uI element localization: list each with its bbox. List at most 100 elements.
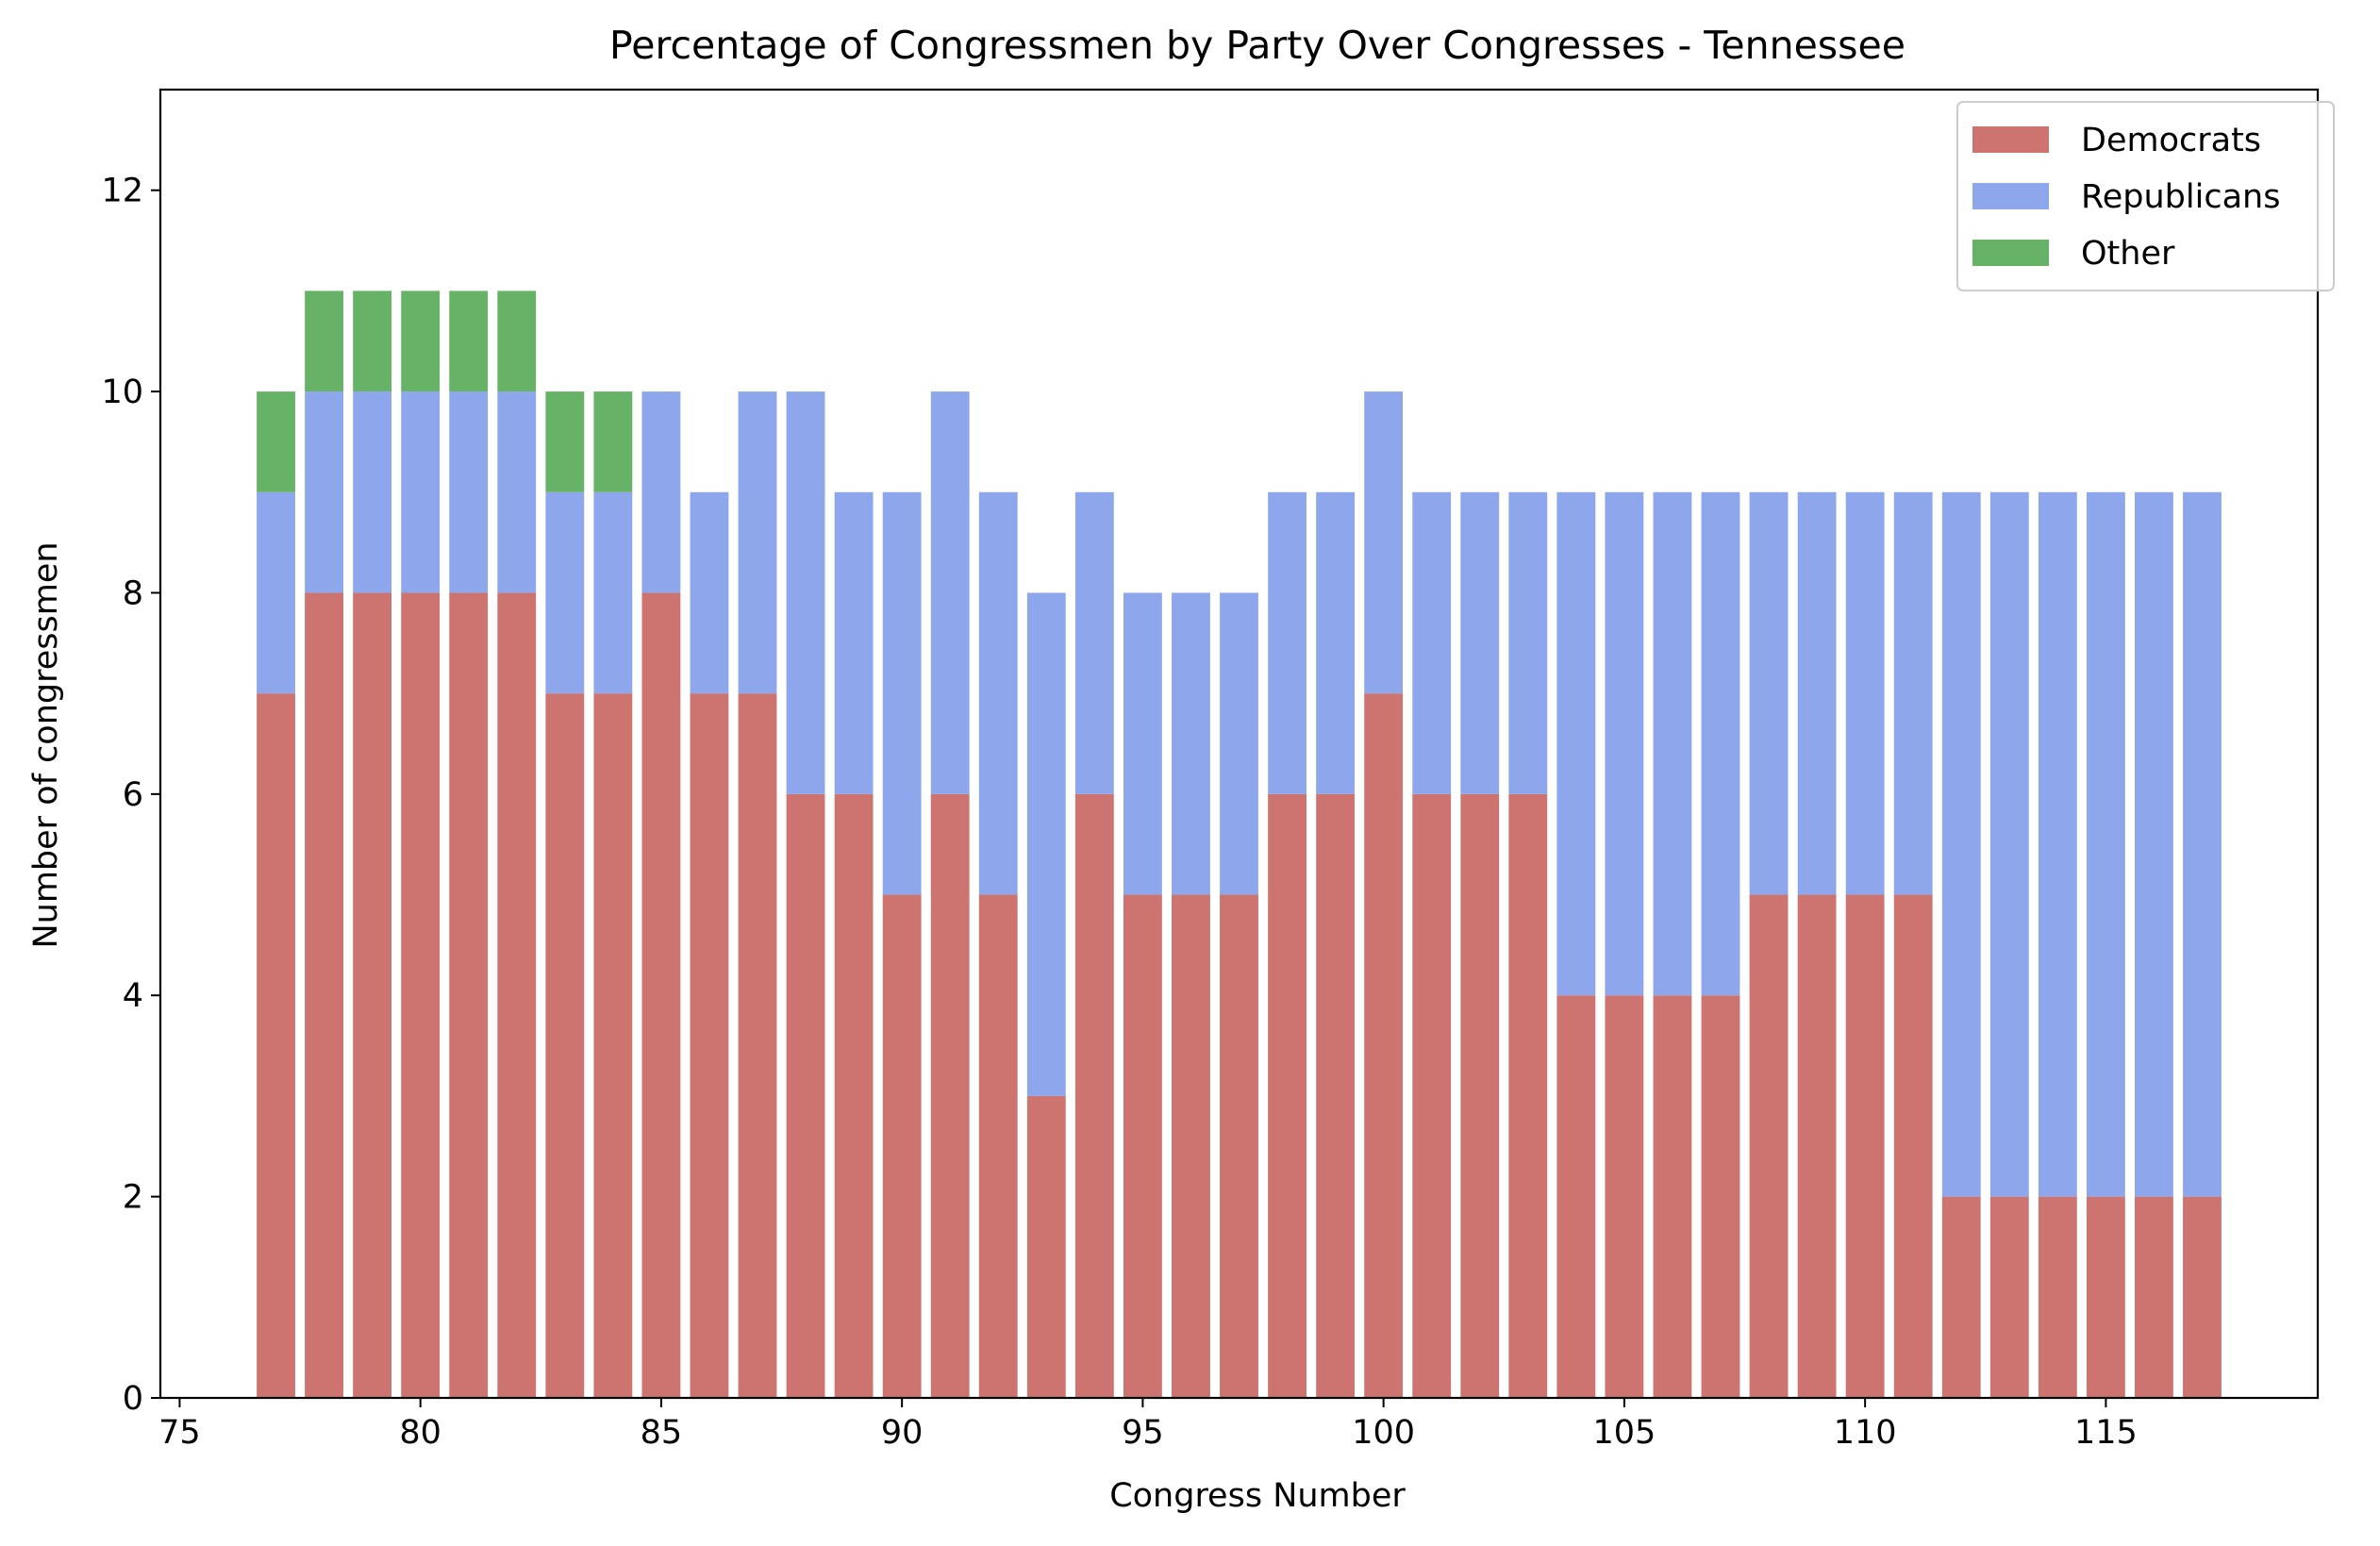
bar-republicans-95 — [1123, 592, 1162, 895]
bar-other-82 — [497, 291, 537, 392]
bar-republicans-85 — [641, 391, 681, 593]
bar-republicans-99 — [1316, 491, 1356, 794]
x-tick-label-105: 105 — [1592, 1414, 1656, 1452]
bar-republicans-97 — [1220, 592, 1258, 895]
x-axis-ticks: 75 80 85 90 95 100 105 110 115 — [158, 1398, 2138, 1452]
bar-republicans-117 — [2183, 491, 2222, 1197]
x-tick-label-100: 100 — [1352, 1414, 1415, 1452]
bar-republicans-92 — [978, 491, 1018, 895]
bar-democrats-116 — [2135, 1196, 2173, 1398]
plot-frame — [158, 88, 2320, 1400]
bar-democrats-80 — [401, 592, 441, 1398]
x-tick-label-95: 95 — [1122, 1414, 1164, 1452]
bar-democrats-95 — [1123, 894, 1162, 1398]
bar-republicans-108 — [1749, 491, 1789, 895]
x-tick-label-115: 115 — [2074, 1414, 2138, 1452]
bar-republicans-77 — [257, 491, 295, 694]
bar-republicans-88 — [786, 391, 825, 794]
bar-democrats-91 — [930, 793, 970, 1398]
bar-democrats-94 — [1074, 793, 1114, 1398]
bar-democrats-84 — [593, 693, 633, 1398]
bar-democrats-93 — [1026, 1095, 1066, 1398]
bar-democrats-98 — [1268, 793, 1307, 1398]
bar-republicans-100 — [1364, 391, 1404, 694]
bar-democrats-107 — [1701, 995, 1740, 1398]
y-tick-label-8: 8 — [123, 574, 143, 612]
bar-democrats-115 — [2086, 1196, 2125, 1398]
bar-democrats-103 — [1508, 793, 1548, 1398]
bar-democrats-83 — [545, 693, 585, 1398]
bar-republicans-101 — [1412, 491, 1452, 794]
bar-democrats-97 — [1220, 894, 1258, 1398]
y-tick-label-12: 12 — [101, 173, 143, 210]
bar-democrats-77 — [257, 693, 295, 1398]
bar-republicans-110 — [1845, 491, 1885, 895]
legend-frame — [1956, 101, 2335, 291]
y-axis-label: Number of congressmen — [27, 541, 65, 948]
legend-label-other: Other — [2081, 235, 2175, 273]
legend-swatch-republicans — [1972, 183, 2049, 209]
bar-other-80 — [401, 291, 441, 392]
x-tick-label-90: 90 — [881, 1414, 924, 1452]
bar-republicans-113 — [1989, 491, 2029, 1197]
bar-democrats-96 — [1172, 894, 1210, 1398]
bar-democrats-102 — [1460, 793, 1500, 1398]
bar-other-84 — [593, 391, 633, 492]
bar-republicans-103 — [1508, 491, 1548, 794]
bar-democrats-101 — [1412, 793, 1452, 1398]
bar-republicans-87 — [738, 391, 777, 694]
legend-swatch-democrats — [1972, 126, 2049, 153]
legend-label-republicans: Republicans — [2081, 178, 2280, 216]
bar-republicans-102 — [1460, 491, 1500, 794]
bar-democrats-89 — [834, 793, 874, 1398]
bar-republicans-106 — [1653, 491, 1692, 996]
bar-republicans-96 — [1172, 592, 1210, 895]
y-tick-label-6: 6 — [123, 776, 143, 814]
bar-other-83 — [545, 391, 585, 492]
bar-republicans-116 — [2135, 491, 2173, 1197]
bar-democrats-110 — [1845, 894, 1885, 1398]
bar-democrats-117 — [2183, 1196, 2222, 1398]
x-tick-label-75: 75 — [158, 1414, 201, 1452]
chart-title: Percentage of Congressmen by Party Over … — [609, 23, 1906, 68]
bar-democrats-86 — [690, 693, 729, 1398]
bar-republicans-115 — [2086, 491, 2125, 1197]
bar-democrats-82 — [497, 592, 537, 1398]
bar-republicans-109 — [1797, 491, 1837, 895]
bar-democrats-78 — [305, 592, 343, 1398]
bar-republicans-89 — [834, 491, 874, 794]
bar-democrats-105 — [1605, 995, 1644, 1398]
bar-democrats-108 — [1749, 894, 1789, 1398]
bar-democrats-99 — [1316, 793, 1356, 1398]
bar-democrats-90 — [882, 894, 922, 1398]
bar-republicans-79 — [353, 391, 392, 593]
bar-republicans-107 — [1701, 491, 1740, 996]
bar-republicans-90 — [882, 491, 922, 895]
bar-republicans-82 — [497, 391, 537, 593]
bar-other-78 — [305, 291, 343, 392]
legend-label-democrats: Democrats — [2081, 122, 2261, 159]
bar-democrats-85 — [641, 592, 681, 1398]
bar-democrats-92 — [978, 894, 1018, 1398]
bar-democrats-106 — [1653, 995, 1692, 1398]
x-tick-label-110: 110 — [1834, 1414, 1897, 1452]
bar-democrats-79 — [353, 592, 392, 1398]
bar-democrats-113 — [1989, 1196, 2029, 1398]
bar-republicans-84 — [593, 491, 633, 694]
bar-other-77 — [257, 391, 295, 492]
bar-democrats-114 — [2038, 1196, 2077, 1398]
bar-democrats-109 — [1797, 894, 1837, 1398]
bar-republicans-105 — [1605, 491, 1644, 996]
x-tick-label-85: 85 — [641, 1414, 683, 1452]
bar-republicans-111 — [1893, 491, 1933, 895]
bar-other-79 — [353, 291, 392, 392]
y-tick-label-10: 10 — [101, 374, 143, 411]
bar-republicans-80 — [401, 391, 441, 593]
y-tick-label-2: 2 — [123, 1179, 143, 1217]
bar-other-81 — [449, 291, 489, 392]
bar-democrats-81 — [449, 592, 489, 1398]
legend: Democrats Republicans Other — [1956, 101, 2335, 291]
bar-democrats-87 — [738, 693, 777, 1398]
bar-democrats-111 — [1893, 894, 1933, 1398]
